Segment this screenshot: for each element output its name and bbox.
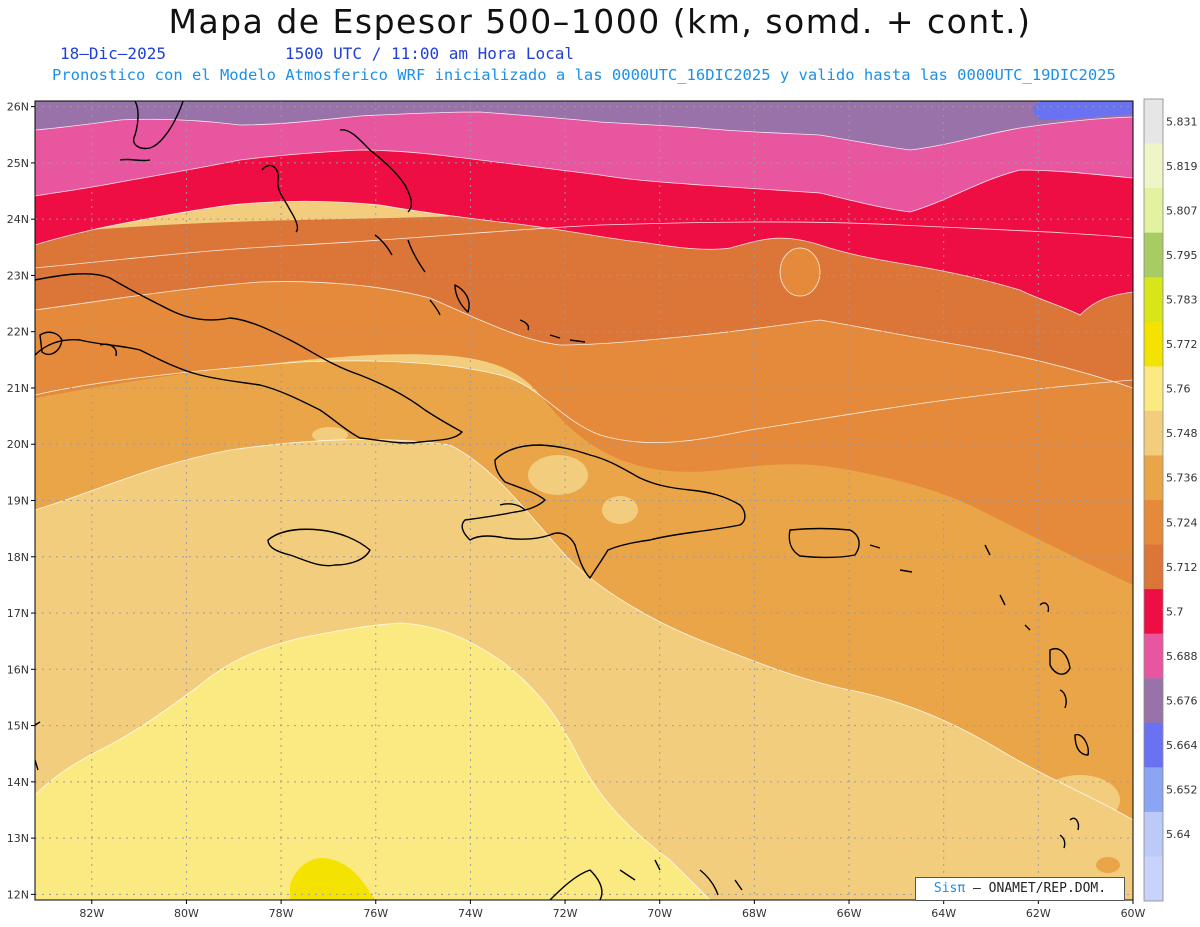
- legend-label: 5.652: [1166, 784, 1198, 797]
- forecast-time: 1500 UTC / 11:00 am Hora Local: [285, 44, 574, 63]
- coastlines: [35, 101, 1090, 900]
- latitude-axis: 26N 25N 24N 23N 22N 21N 20N 19N 18N 17N 16N 15N 14N 1…: [7, 101, 35, 901]
- legend-label: 5.664: [1166, 739, 1198, 752]
- lon-tick-label: 66W: [837, 907, 862, 920]
- lat-tick-label: 19N: [7, 495, 29, 508]
- legend-swatch: [1144, 321, 1163, 367]
- legend-swatch: [1144, 232, 1163, 278]
- legend-swatch: [1144, 544, 1163, 590]
- lat-tick-label: 23N: [7, 269, 29, 282]
- lon-tick-label: 68W: [742, 907, 767, 920]
- lat-tick-label: 26N: [7, 101, 29, 114]
- longitude-axis: 82W 80W 78W 76W 74W 72W 70W 68W 66W 64W 62W 60W: [79, 900, 1146, 920]
- legend-label: 5.76: [1166, 383, 1191, 396]
- lat-tick-label: 21N: [7, 382, 29, 395]
- lon-tick-label: 60W: [1121, 907, 1146, 920]
- legend-swatch: [1144, 811, 1163, 857]
- brand-label: Sisπ: [933, 881, 966, 896]
- lon-tick-label: 80W: [174, 907, 199, 920]
- lat-tick-label: 24N: [7, 213, 29, 226]
- lat-tick-label: 13N: [7, 832, 29, 845]
- legend-label: 5.688: [1166, 650, 1198, 663]
- legend-label: 5.795: [1166, 249, 1198, 262]
- color-legend: 5.831 5.819 5.807 5.795 5.783 5.772 5.76 5.748 5…: [1143, 98, 1198, 902]
- legend-label: 5.831: [1166, 115, 1198, 128]
- lat-tick-label: 14N: [7, 776, 29, 789]
- org-label: – ONAMET/REP.DOM.: [965, 881, 1107, 896]
- legend-label: 5.64: [1166, 828, 1191, 841]
- legend-swatch: [1144, 366, 1163, 412]
- legend-swatch: [1144, 188, 1163, 234]
- legend-swatch: [1144, 410, 1163, 456]
- legend-swatch: [1144, 455, 1163, 501]
- lon-tick-label: 76W: [363, 907, 388, 920]
- lat-tick-label: 20N: [7, 438, 29, 451]
- legend-label: 5.748: [1166, 427, 1198, 440]
- lon-tick-label: 62W: [1026, 907, 1051, 920]
- legend-swatch: [1144, 722, 1163, 768]
- legend-label: 5.772: [1166, 338, 1198, 351]
- legend-label: 5.676: [1166, 695, 1198, 708]
- lat-tick-label: 12N: [7, 888, 29, 901]
- credit-box: Sisπ – ONAMET/REP.DOM.: [915, 877, 1125, 901]
- legend-label: 5.7: [1166, 605, 1184, 618]
- lat-tick-label: 22N: [7, 326, 29, 339]
- legend-swatch: [1144, 678, 1163, 724]
- lon-tick-label: 78W: [269, 907, 294, 920]
- legend-swatch: [1144, 277, 1163, 323]
- map-title: Mapa de Espesor 500–1000 (km, somd. + co…: [168, 2, 1032, 41]
- thickness-bands: [35, 101, 1133, 900]
- legend-label: 5.712: [1166, 561, 1198, 574]
- legend-swatch: [1144, 633, 1163, 679]
- lon-tick-label: 64W: [931, 907, 956, 920]
- graticule: [35, 101, 1133, 900]
- lon-tick-label: 70W: [647, 907, 672, 920]
- forecast-subtitle: Pronostico con el Modelo Atmosferico WRF…: [52, 66, 1116, 84]
- lat-tick-label: 17N: [7, 607, 29, 620]
- legend-label: 5.736: [1166, 472, 1198, 485]
- legend-label: 5.819: [1166, 160, 1198, 173]
- lon-tick-label: 82W: [79, 907, 104, 920]
- lon-tick-label: 72W: [553, 907, 578, 920]
- lat-tick-label: 25N: [7, 157, 29, 170]
- legend-frame: [1143, 98, 1164, 902]
- legend-swatch: [1144, 500, 1163, 546]
- legend-swatch: [1144, 856, 1163, 901]
- legend-label: 5.724: [1166, 516, 1198, 529]
- legend-swatch: [1144, 589, 1163, 635]
- legend-swatch: [1144, 767, 1163, 813]
- lat-tick-label: 15N: [7, 720, 29, 733]
- forecast-date: 18–Dic–2025: [60, 44, 166, 63]
- lat-tick-label: 18N: [7, 551, 29, 564]
- lon-tick-label: 74W: [458, 907, 483, 920]
- lat-tick-label: 16N: [7, 663, 29, 676]
- legend-swatch: [1144, 143, 1163, 189]
- legend-label: 5.783: [1166, 294, 1198, 307]
- legend-swatch: [1144, 99, 1163, 145]
- legend-label: 5.807: [1166, 204, 1198, 217]
